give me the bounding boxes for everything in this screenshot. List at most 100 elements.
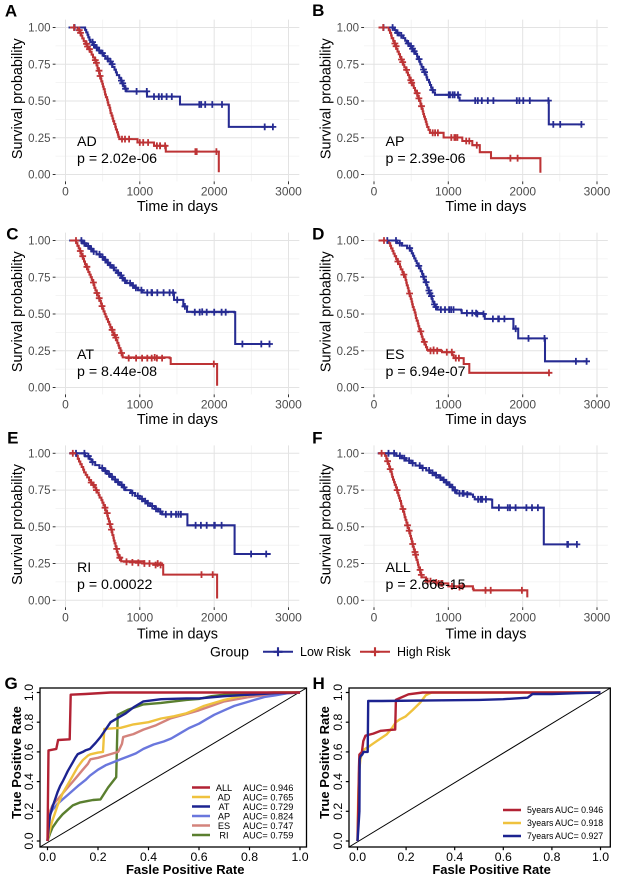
svg-text:p = 2.66e-15: p = 2.66e-15	[386, 577, 466, 593]
svg-text:Survival probability: Survival probability	[10, 38, 26, 160]
svg-text:0.0: 0.0	[349, 850, 366, 864]
svg-text:D: D	[312, 225, 324, 244]
svg-text:3years: 3years	[527, 818, 554, 828]
svg-text:0.8: 0.8	[241, 850, 258, 864]
svg-text:2000: 2000	[509, 610, 536, 624]
svg-text:AP: AP	[386, 134, 405, 150]
svg-text:G: G	[5, 674, 18, 693]
svg-text:F: F	[312, 429, 322, 448]
svg-text:0.00: 0.00	[28, 170, 50, 182]
svg-text:1000: 1000	[435, 610, 462, 624]
svg-text:0.4: 0.4	[331, 773, 345, 790]
svg-text:0.6: 0.6	[190, 850, 207, 864]
svg-text:0.75: 0.75	[28, 59, 50, 71]
svg-text:1.0: 1.0	[22, 684, 36, 701]
svg-text:5years: 5years	[527, 805, 554, 815]
svg-text:Time in days: Time in days	[445, 412, 526, 428]
svg-text:AUC= 0.747: AUC= 0.747	[243, 821, 293, 831]
svg-text:3000: 3000	[275, 398, 302, 412]
svg-text:Fasle Positive Rate: Fasle Positive Rate	[126, 862, 245, 877]
svg-text:RI: RI	[219, 830, 228, 840]
svg-text:0: 0	[62, 398, 69, 412]
svg-text:0.50: 0.50	[28, 522, 50, 534]
svg-text:0: 0	[62, 185, 69, 199]
svg-text:Survival probability: Survival probability	[319, 38, 335, 160]
svg-text:1.00: 1.00	[28, 23, 50, 35]
svg-text:0: 0	[371, 610, 378, 624]
svg-text:0.0: 0.0	[22, 832, 36, 849]
svg-text:3000: 3000	[275, 185, 302, 199]
svg-text:0.8: 0.8	[543, 850, 560, 864]
svg-text:1.0: 1.0	[331, 684, 345, 701]
svg-text:0.00: 0.00	[337, 383, 359, 395]
svg-text:1.0: 1.0	[291, 850, 308, 864]
svg-text:0.75: 0.75	[337, 59, 359, 71]
svg-text:High Risk: High Risk	[397, 645, 451, 659]
svg-text:ALL: ALL	[216, 783, 232, 793]
svg-text:0.75: 0.75	[28, 485, 50, 497]
svg-text:2000: 2000	[201, 185, 228, 199]
svg-text:2000: 2000	[509, 185, 536, 199]
svg-text:A: A	[5, 2, 17, 21]
svg-text:Survival probability: Survival probability	[319, 251, 335, 373]
svg-text:0.50: 0.50	[337, 96, 359, 108]
svg-text:AUC= 0.759: AUC= 0.759	[243, 830, 293, 840]
svg-text:0.0: 0.0	[39, 850, 56, 864]
svg-text:0.00: 0.00	[337, 170, 359, 182]
svg-text:p = 2.39e-06: p = 2.39e-06	[386, 151, 466, 167]
svg-text:1.00: 1.00	[28, 448, 50, 460]
svg-text:p = 0.00022: p = 0.00022	[77, 577, 152, 593]
svg-text:True Positive Rate: True Positive Rate	[9, 706, 24, 819]
svg-text:Fasle Positive Rate: Fasle Positive Rate	[432, 862, 551, 877]
svg-text:2000: 2000	[201, 398, 228, 412]
svg-text:0.50: 0.50	[337, 522, 359, 534]
svg-text:AUC= 0.946: AUC= 0.946	[243, 783, 293, 793]
svg-text:1.00: 1.00	[337, 23, 359, 35]
svg-text:0.2: 0.2	[22, 803, 36, 820]
svg-text:0.75: 0.75	[337, 272, 359, 284]
svg-text:AD: AD	[77, 134, 97, 150]
svg-text:0.8: 0.8	[22, 713, 36, 730]
svg-text:0.0: 0.0	[331, 832, 345, 849]
svg-text:0.2: 0.2	[331, 803, 345, 820]
svg-text:Time in days: Time in days	[137, 199, 218, 215]
svg-text:0.4: 0.4	[446, 850, 463, 864]
svg-text:0.25: 0.25	[28, 559, 50, 571]
svg-text:3000: 3000	[584, 185, 611, 199]
svg-text:p = 8.44e-08: p = 8.44e-08	[77, 364, 157, 380]
svg-text:0.00: 0.00	[28, 383, 50, 395]
svg-text:C: C	[6, 225, 18, 244]
svg-text:AUC= 0.729: AUC= 0.729	[243, 802, 293, 812]
svg-text:3000: 3000	[584, 398, 611, 412]
svg-text:2000: 2000	[201, 610, 228, 624]
svg-text:E: E	[7, 429, 18, 448]
svg-text:0.50: 0.50	[28, 309, 50, 321]
svg-text:0.2: 0.2	[398, 850, 415, 864]
svg-text:2000: 2000	[509, 398, 536, 412]
svg-text:1000: 1000	[435, 185, 462, 199]
svg-text:3000: 3000	[275, 610, 302, 624]
svg-text:0.4: 0.4	[140, 850, 157, 864]
svg-text:0: 0	[62, 610, 69, 624]
svg-text:AUC= 0.824: AUC= 0.824	[243, 811, 293, 821]
svg-text:ES: ES	[218, 821, 230, 831]
svg-text:1000: 1000	[126, 610, 153, 624]
svg-text:AD: AD	[218, 792, 231, 802]
svg-text:Survival probability: Survival probability	[10, 251, 26, 373]
svg-text:0.00: 0.00	[337, 595, 359, 607]
svg-text:ES: ES	[386, 347, 405, 363]
svg-text:1000: 1000	[435, 398, 462, 412]
svg-text:p = 2.02e-06: p = 2.02e-06	[77, 151, 157, 167]
svg-text:0.4: 0.4	[22, 773, 36, 790]
svg-text:Survival probability: Survival probability	[319, 463, 335, 585]
svg-text:AP: AP	[218, 811, 230, 821]
svg-text:1000: 1000	[126, 398, 153, 412]
svg-text:Survival probability: Survival probability	[10, 463, 26, 585]
svg-text:0.00: 0.00	[28, 595, 50, 607]
svg-text:0.6: 0.6	[331, 743, 345, 760]
svg-text:Time in days: Time in days	[137, 412, 218, 428]
svg-text:H: H	[313, 674, 325, 693]
svg-text:RI: RI	[77, 560, 91, 576]
svg-text:Low Risk: Low Risk	[300, 645, 351, 659]
svg-text:0.25: 0.25	[337, 133, 359, 145]
